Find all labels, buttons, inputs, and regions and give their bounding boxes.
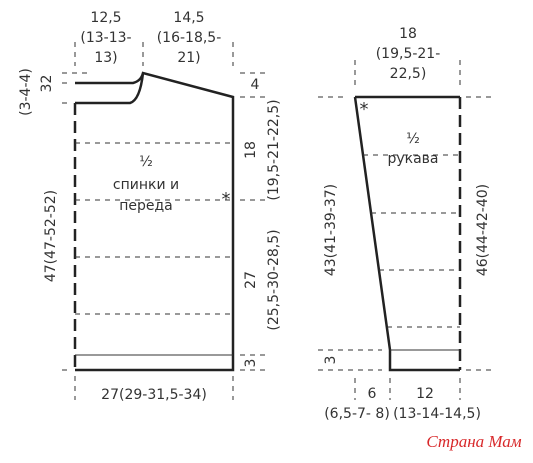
dim: 47(47-52-52) xyxy=(43,190,59,282)
dim: 22,5) xyxy=(390,66,427,82)
dim: (3-4-4) xyxy=(18,68,34,116)
dim: 27 xyxy=(243,271,259,289)
guide-lines xyxy=(318,60,496,400)
body-piece: 12,5 (13-13- 13) 14,5 (16-18,5- 21) 3 2 … xyxy=(18,10,282,403)
dim: 12,5 xyxy=(90,10,121,26)
dim: (16-18,5- xyxy=(157,30,222,46)
marker: * xyxy=(222,189,231,210)
dim: 18 xyxy=(243,141,259,159)
piece-label: переда xyxy=(119,198,173,214)
dim: 21) xyxy=(177,50,200,66)
body-outline xyxy=(75,71,235,372)
piece-label: рукава xyxy=(387,151,438,167)
dim: (6,5-7- 8) xyxy=(324,406,390,422)
sleeve-piece: 18 (19,5-21- 22,5) * ½ рукава 43(41-39-3… xyxy=(318,26,496,422)
dim: (25,5-30-28,5) xyxy=(266,229,282,330)
dim: (19,5-21- xyxy=(376,46,441,62)
dim: 27(29-31,5-34) xyxy=(101,387,207,403)
dim: 3 xyxy=(243,359,259,368)
dim: 3 xyxy=(323,356,339,365)
dim: (13-13- xyxy=(80,30,131,46)
guide-lines xyxy=(62,42,268,400)
dim: 12 xyxy=(416,386,434,402)
piece-label: ½ xyxy=(406,131,420,147)
dim: (19,5-21-22,5) xyxy=(266,99,282,200)
dim: 43(41-39-37) xyxy=(323,184,339,276)
dim: 13) xyxy=(94,50,117,66)
dim: 6 xyxy=(368,386,377,402)
marker: * xyxy=(360,99,369,120)
dim: 46(44-42-40) xyxy=(475,184,491,276)
dim: 2 xyxy=(39,75,55,84)
neckline xyxy=(75,72,145,105)
dim: 14,5 xyxy=(173,10,204,26)
piece-label: ½ xyxy=(139,154,153,170)
dim: 18 xyxy=(399,26,417,42)
dim: 4 xyxy=(251,77,260,93)
watermark: Страна Мам xyxy=(426,432,521,451)
dim: 3 xyxy=(39,84,55,93)
sleeve-outline xyxy=(353,95,460,372)
piece-label: спинки и xyxy=(113,177,179,193)
dim: (13-14-14,5) xyxy=(393,406,481,422)
